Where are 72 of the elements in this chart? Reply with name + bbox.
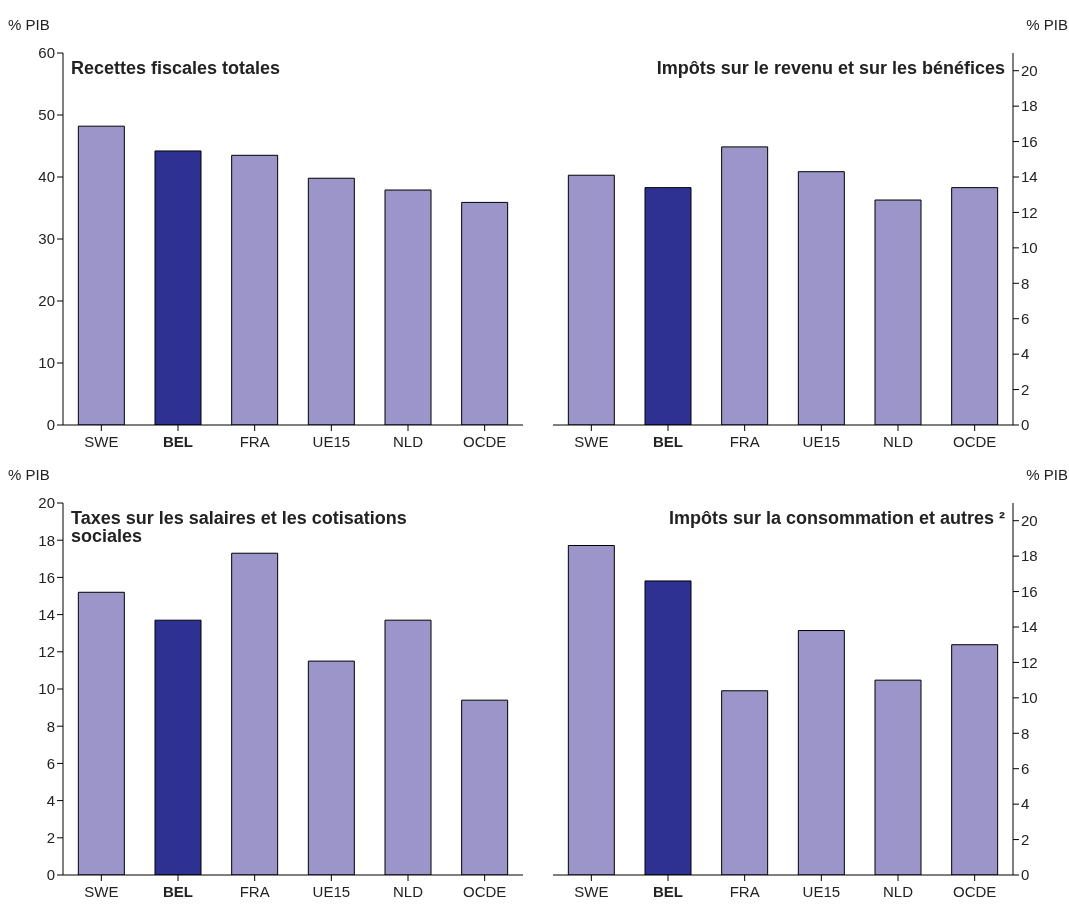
y2-tick-label: 4	[1021, 345, 1030, 363]
x-tick-label: BEL	[163, 883, 193, 900]
chart-title: Impôts sur la consommation et autres ²	[667, 508, 1005, 528]
y-tick-label: 0	[46, 866, 55, 884]
x-tick-label: BEL	[653, 433, 683, 450]
x-tick-label: UE15	[312, 883, 351, 900]
y-tick-label: 30	[38, 230, 55, 248]
x-tick-label: NLD	[392, 883, 424, 900]
y2-tick-label: 20	[1021, 512, 1038, 530]
y2-tick-label: 4	[1021, 795, 1030, 813]
x-tick-label: UE15	[312, 433, 351, 450]
y2-tick-label: 8	[1021, 724, 1030, 742]
x-tick-label: OCDE	[952, 433, 997, 450]
y2-tick-label: 2	[1021, 380, 1030, 398]
x-tick-label: NLD	[392, 433, 424, 450]
y2-tick-label: 18	[1021, 97, 1038, 115]
x-tick-label: FRA	[729, 883, 760, 900]
y2-tick-label: 12	[1021, 203, 1038, 221]
x-tick-label: UE15	[802, 433, 841, 450]
y2-tick-label: 12	[1021, 653, 1038, 671]
y-tick-label: 20	[38, 494, 55, 512]
x-tick-label: FRA	[729, 433, 760, 450]
y-tick-label: 18	[38, 531, 55, 549]
y-tick-label: 50	[38, 106, 55, 124]
y2-tick-label: 14	[1021, 168, 1038, 186]
x-tick-label: BEL	[653, 883, 683, 900]
x-tick-label: NLD	[882, 433, 914, 450]
y-tick-label: 2	[46, 829, 55, 847]
y-tick-label: 8	[46, 717, 55, 735]
x-tick-label: BEL	[163, 433, 193, 450]
y2-tick-label: 10	[1021, 689, 1038, 707]
y-tick-label: 4	[46, 791, 55, 809]
y-tick-label: 10	[38, 354, 55, 372]
text: Taxes sur les salaires et les cotisations sociales	[71, 508, 408, 546]
x-tick-label: SWE	[574, 883, 609, 900]
y-tick-label: 40	[38, 168, 55, 186]
x-tick-label: SWE	[84, 883, 119, 900]
y2-tick-label: 8	[1021, 274, 1030, 292]
y-axis-title: % PIB	[8, 16, 50, 33]
chart-title: Impôts sur le revenu et sur les bénéfices	[655, 58, 1005, 78]
x-tick-label: FRA	[239, 433, 270, 450]
y2-axis-title: % PIB	[1026, 16, 1068, 33]
x-tick-label: FRA	[239, 883, 270, 900]
y-tick-label: 0	[46, 416, 55, 434]
y2-tick-label: 2	[1021, 830, 1030, 848]
y-tick-label: 60	[38, 44, 55, 62]
y-tick-label: 12	[38, 643, 55, 661]
y2-tick-label: 16	[1021, 582, 1038, 600]
x-tick-label: OCDE	[952, 883, 997, 900]
y2-tick-label: 0	[1021, 866, 1030, 884]
y2-tick-label: 16	[1021, 132, 1038, 150]
y-tick-label: 16	[38, 568, 55, 586]
x-tick-label: SWE	[84, 433, 119, 450]
x-tick-label: UE15	[802, 883, 841, 900]
y2-tick-label: 14	[1021, 618, 1038, 636]
y2-tick-label: 10	[1021, 239, 1038, 257]
y2-tick-label: 20	[1021, 62, 1038, 80]
y-tick-label: 10	[38, 680, 55, 698]
chart-title: Recettes fiscales totales	[71, 58, 282, 78]
y2-tick-label: 18	[1021, 547, 1038, 565]
y-tick-label: 14	[38, 605, 55, 623]
x-tick-label: OCDE	[462, 433, 507, 450]
x-tick-label: SWE	[574, 433, 609, 450]
x-tick-label: OCDE	[462, 883, 507, 900]
x-tick-label: NLD	[882, 883, 914, 900]
y2-axis-title: % PIB	[1026, 466, 1068, 483]
y2-tick-label: 0	[1021, 416, 1030, 434]
y-tick-label: 20	[38, 292, 55, 310]
y2-tick-label: 6	[1021, 760, 1030, 778]
y2-tick-label: 6	[1021, 310, 1030, 328]
y-tick-label: 6	[46, 754, 55, 772]
y-axis-title: % PIB	[8, 466, 50, 483]
